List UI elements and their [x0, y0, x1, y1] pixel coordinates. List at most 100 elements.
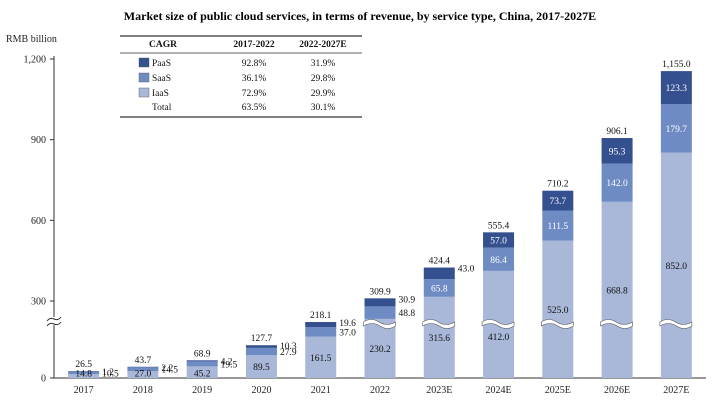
cagr-value: 29.9%	[311, 89, 336, 99]
bars: 14.8 10.51.2 26.5 2017 27.0 14.52.2 43.7 2018 45…	[68, 60, 693, 396]
bar-saas	[660, 104, 692, 153]
bar-saas	[542, 210, 574, 241]
cagr-table: CAGR 2017-2022 2022-2027E PaaS 92.8% 31.9% Saa…	[120, 35, 362, 118]
data-label-iaas: 230.2	[369, 345, 391, 355]
x-tick-label: 2019	[192, 385, 212, 396]
data-label-saas: 48.8	[399, 309, 416, 319]
total-label: 127.7	[251, 334, 273, 344]
bar-paas	[245, 345, 277, 348]
cagr-value: 63.5%	[242, 103, 267, 113]
data-label-paas: 43.0	[458, 265, 475, 275]
data-label-paas: 1.2	[102, 368, 114, 378]
total-label: 218.1	[310, 311, 332, 321]
bar-iaas	[245, 355, 277, 378]
data-label-iaas: 14.8	[75, 370, 92, 380]
bar-iaas	[305, 336, 337, 378]
y-tick-label: 900	[31, 135, 46, 146]
data-label-saas: 19.5	[221, 360, 238, 370]
cagr-value: 29.8%	[311, 74, 336, 84]
data-label-iaas: 89.5	[253, 363, 270, 373]
bar-saas	[601, 163, 633, 202]
data-label-iaas: 525.0	[547, 306, 569, 316]
bar-saas	[127, 367, 159, 372]
total-label: 309.9	[369, 287, 391, 297]
y-tick-label: 600	[31, 216, 46, 227]
bar-break-mark	[541, 319, 574, 329]
cagr-value: 36.1%	[242, 74, 267, 84]
total-label: 26.5	[75, 360, 92, 370]
bar-saas	[245, 347, 277, 356]
bar-paas	[483, 232, 515, 248]
bar-break-mark	[481, 319, 515, 329]
y-tick-label: 1,200	[24, 55, 47, 66]
data-label-saas: 14.5	[161, 366, 178, 376]
total-label: 710.2	[547, 180, 569, 190]
bar-paas	[364, 298, 396, 307]
x-tick-label: 2027E	[663, 385, 689, 396]
x-tick-label: 2022	[370, 385, 390, 396]
data-label-saas: 65.8	[431, 284, 448, 294]
legend-label-saas: SaaS	[152, 74, 171, 84]
table-header: 2022-2027E	[299, 40, 347, 50]
axis-break-mark	[46, 316, 62, 322]
legend-label-iaas: IaaS	[152, 89, 169, 99]
data-label-iaas: 852.0	[666, 262, 688, 272]
data-label-iaas: 45.2	[194, 370, 211, 380]
bar-saas	[423, 279, 455, 297]
data-label-paas: 73.7	[550, 197, 567, 207]
x-tick-label: 2024E	[485, 385, 511, 396]
data-label-paas: 19.6	[339, 319, 356, 329]
bar-iaas	[364, 318, 396, 378]
x-tick-label: 2025E	[545, 385, 571, 396]
axis-break-gap	[46, 317, 62, 325]
cagr-value: 92.8%	[242, 59, 267, 69]
legend-swatch-paas	[138, 57, 150, 68]
bar-iaas	[601, 201, 633, 378]
bar-iaas	[68, 374, 100, 378]
cagr-value: 30.1%	[311, 103, 336, 113]
total-label: 555.4	[488, 221, 510, 231]
total-label: 68.9	[194, 349, 211, 359]
bar-paas	[660, 71, 692, 105]
data-label-iaas: 27.0	[135, 370, 152, 380]
cagr-value: 31.9%	[311, 59, 336, 69]
bar-iaas	[423, 296, 455, 378]
x-tick-label: 2026E	[604, 385, 630, 396]
x-tick-label: 2017	[74, 385, 94, 396]
data-label-paas: 30.9	[399, 295, 416, 305]
bar-paas	[127, 366, 159, 368]
legend-label-paas: PaaS	[152, 59, 171, 69]
total-label: 1,155.0	[662, 60, 691, 70]
bar-saas	[186, 361, 218, 367]
x-tick-label: 2023E	[426, 385, 452, 396]
total-label: 424.4	[429, 257, 451, 267]
data-label-saas: 27.9	[280, 348, 297, 358]
bar-saas	[305, 327, 337, 337]
data-label-paas: 4.2	[221, 357, 233, 367]
legend-label-total: Total	[152, 103, 172, 113]
bar-iaas	[542, 240, 574, 378]
x-tick-label: 2018	[133, 385, 153, 396]
y-axis-label: RMB billion	[6, 34, 57, 45]
total-label: 43.7	[135, 356, 152, 366]
data-label-iaas: 412.0	[488, 333, 510, 343]
data-label-saas: 111.5	[547, 222, 568, 232]
table-header: 2017-2022	[233, 40, 274, 50]
data-label-paas: 10.3	[280, 342, 297, 352]
data-label-saas: 142.0	[606, 179, 628, 189]
bar-break-mark	[363, 319, 396, 329]
data-label-saas: 179.7	[666, 125, 688, 135]
bar-paas	[542, 190, 574, 211]
chart-title: Market size of public cloud services, in…	[124, 9, 596, 23]
data-label-paas: 95.3	[609, 147, 626, 157]
axis-break-mark	[46, 321, 62, 327]
cagr-value: 72.9%	[242, 89, 267, 99]
x-tick-label: 2021	[311, 385, 331, 396]
total-label: 906.1	[606, 127, 628, 137]
data-label-saas: 37.0	[339, 328, 356, 338]
y-tick-label: 0	[41, 374, 46, 385]
data-label-iaas: 668.8	[606, 286, 628, 296]
data-label-saas: 86.4	[490, 256, 507, 266]
bar-break-mark	[659, 319, 693, 329]
